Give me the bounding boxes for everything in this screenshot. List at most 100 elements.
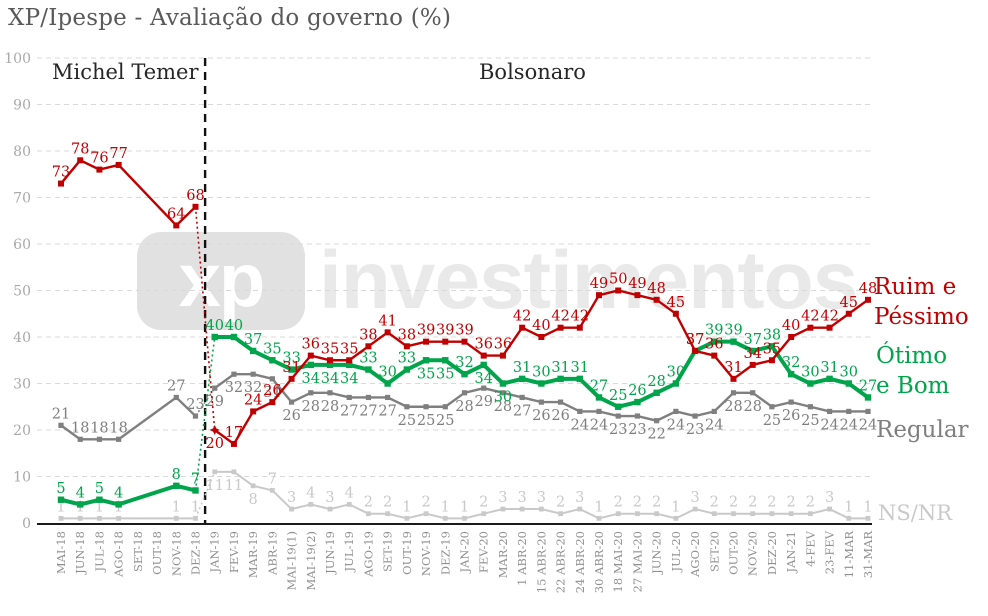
series-regular-data-label: 24 [859, 417, 877, 433]
series-ns-nr-marker [750, 511, 756, 517]
series-ns-nr-marker [807, 511, 813, 517]
series-regular-data-label: 28 [724, 399, 742, 415]
series--timo-e-bom-marker [499, 380, 507, 387]
series-ruim-e-p-ssimo-data-label: 50 [609, 272, 627, 288]
series-ruim-e-p-ssimo-data-label: 31 [724, 360, 742, 376]
x-axis-tick: JUL-18 [92, 531, 106, 572]
series-regular-marker [308, 390, 314, 396]
series-regular-marker [846, 408, 852, 414]
series-regular-data-label: 29 [474, 394, 492, 410]
series-regular-marker [500, 390, 506, 396]
series-ruim-e-p-ssimo-marker [845, 310, 852, 317]
series-regular-data-label: 25 [763, 413, 781, 429]
series-ns-nr-data-label: 11 [225, 478, 243, 494]
series-ruim-e-p-ssimo-data-label: 42 [571, 309, 589, 325]
series-ns-nr-data-label: 1 [172, 499, 181, 515]
series-regular-data-label: 23 [686, 422, 704, 438]
x-axis-tick: 22 ABR-20 [554, 531, 568, 593]
series--timo-e-bom-marker [711, 338, 718, 345]
series-regular-data-label: 18 [109, 420, 127, 436]
series-ruim-e-p-ssimo-marker [711, 352, 718, 359]
series--timo-e-bom-data-label: 33 [398, 351, 416, 367]
series--timo-e-bom-line [60, 483, 196, 507]
series-ns-nr-marker [289, 506, 294, 512]
series-ns-nr-data-label: 2 [421, 495, 430, 511]
series-regular-marker [192, 413, 199, 419]
series-regular-data-label: 24 [705, 417, 723, 433]
series-regular-marker [442, 404, 448, 410]
series-ruim-e-p-ssimo-marker [634, 292, 641, 299]
x-axis-tick: OUT-20 [727, 531, 741, 575]
x-axis-tick: SET-19 [381, 531, 395, 572]
series--timo-e-bom-marker [57, 496, 65, 503]
series--timo-e-bom-marker [461, 371, 468, 378]
series--timo-e-bom-data-label: 8 [172, 467, 181, 483]
series-ns-nr-marker [788, 511, 794, 517]
series-ns-nr-data-label: 2 [614, 495, 623, 511]
series-ns-nr-marker [500, 506, 506, 512]
series-regular-data-label: 22 [647, 427, 665, 443]
x-axis-tick: DEZ-19 [438, 531, 452, 575]
x-axis-tick: JAN-21 [784, 531, 798, 574]
series-ruim-e-p-ssimo-data-label: 68 [186, 188, 204, 204]
series-regular-data-label: 21 [52, 406, 70, 422]
x-axis-tick: NOV-18 [169, 531, 183, 576]
series-ns-nr-data-label: 1 [863, 499, 872, 515]
series-ruim-e-p-ssimo-data-label: 20 [205, 436, 223, 452]
series-ns-nr-marker [404, 515, 410, 521]
series-ruim-e-p-ssimo-data-label: 41 [378, 313, 396, 329]
series-ns-nr-data-label: 11 [205, 478, 223, 494]
series-regular-data-label: 27 [167, 378, 185, 394]
series-ruim-e-p-ssimo-marker [826, 324, 833, 331]
x-axis-tick: MAR-20 [496, 531, 510, 578]
series-regular-data-label: 26 [282, 408, 300, 424]
series-ns-nr-data-label: 3 [498, 490, 507, 506]
series-ruim-e-p-ssimo-marker [192, 203, 199, 210]
x-axis-tick: JUN-18 [73, 531, 87, 575]
series-ns-nr-data-label: 7 [268, 471, 277, 487]
series-regular-marker [692, 413, 698, 419]
series-ns-nr-marker [654, 511, 660, 517]
series-ns-nr-marker [58, 515, 64, 521]
y-axis-tick: 30 [13, 377, 31, 393]
series--timo-e-bom-marker [96, 496, 103, 503]
y-axis-tick: 60 [13, 237, 31, 253]
series--timo-e-bom-transition-connector [194, 336, 216, 491]
series-regular-data-label: 23 [609, 422, 627, 438]
series-ruim-e-p-ssimo-data-label: 35 [321, 341, 339, 357]
series-regular-marker [557, 399, 564, 405]
series-regular-marker [212, 385, 218, 391]
series-ns-nr-data-label: 2 [787, 495, 796, 511]
series--timo-e-bom-marker [576, 375, 583, 383]
series-regular-data-label: 32 [225, 380, 243, 396]
series--timo-e-bom-data-label: 28 [647, 374, 665, 390]
x-axis-tick: JAN-19 [208, 531, 222, 574]
series-ns-nr-data-label: 3 [825, 490, 834, 506]
series-regular-data-label: 27 [513, 403, 531, 419]
series-regular-marker [826, 408, 833, 414]
period-label-temer: Michel Temer [52, 60, 199, 84]
series--timo-e-bom-marker [346, 361, 353, 369]
series-ruim-e-p-ssimo-marker [250, 408, 257, 415]
series-ns-nr-data-label: 3 [518, 490, 527, 506]
series--timo-e-bom-data-label: 33 [282, 351, 300, 367]
series-ns-nr-marker [231, 469, 237, 475]
series-ruim-e-p-ssimo-marker [596, 292, 603, 299]
series-ruim-e-p-ssimo-data-label: 39 [455, 323, 473, 339]
series--timo-e-bom-marker [307, 361, 314, 369]
series--timo-e-bom-marker [422, 357, 430, 364]
series-ruim-e-p-ssimo-data-label: 36 [705, 337, 723, 353]
series--timo-e-bom-data-label: 40 [225, 318, 243, 334]
series-regular-marker [654, 418, 660, 424]
series--timo-e-bom-data-label: 5 [56, 481, 65, 497]
series-ruim-e-p-ssimo-marker [730, 375, 737, 382]
series-ns-nr-data-label: 1 [441, 499, 450, 515]
x-axis-tick: 27 MAI-20 [630, 531, 644, 592]
series-regular-marker [788, 399, 794, 405]
series-regular-marker [288, 399, 295, 405]
series-ruim-e-p-ssimo-marker [499, 352, 506, 359]
series-regular-marker [404, 404, 410, 410]
series-regular-data-label: 23 [186, 397, 204, 413]
series-ns-nr-transition-connector [194, 471, 216, 519]
series-ruim-e-p-ssimo-data-label: 31 [282, 360, 300, 376]
